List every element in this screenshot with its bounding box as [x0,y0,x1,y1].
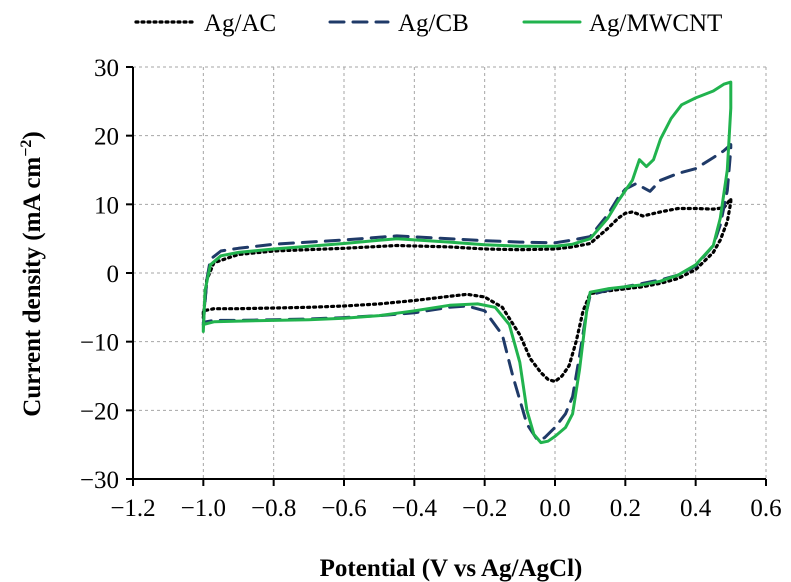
y-axis-title-end: ) [19,131,46,139]
legend-label-0: Ag/AC [204,10,276,37]
y-axis-title: Current density (mA cm−2) [18,131,46,416]
x-tick-label: 0.4 [680,495,712,522]
x-tick-label: 0.0 [539,495,570,522]
legend-label-1: Ag/CB [398,10,469,37]
x-tick-label: −1.2 [110,495,155,522]
y-tick-label: 0 [107,261,120,288]
y-tick-label: −30 [80,467,119,494]
y-tick-label: −10 [80,330,119,357]
y-tick-label: 10 [94,192,119,219]
x-axis-ticks: −1.2 −1.0 −0.8 −0.6 −0.4 −0.2 0.0 0.2 0.4 0.6 [110,479,782,522]
x-tick-label: 0.2 [610,495,641,522]
x-tick-label: −0.6 [321,495,366,522]
y-axis-title-main: Current density (mA cm [19,157,46,417]
y-tick-label: 30 [94,55,119,82]
axes [132,67,766,480]
series-layer [201,80,733,445]
y-tick-label: 20 [94,124,119,151]
legend: Ag/AC Ag/CB Ag/MWCNT [134,10,722,37]
x-axis-title: Potential (V vs Ag/AgCl) [320,555,583,582]
series-line-0 [201,197,733,384]
x-tick-label: −0.8 [251,495,296,522]
x-tick-label: −1.0 [181,495,226,522]
x-tick-label: −0.2 [462,495,507,522]
y-axis-title-superscript: −2 [18,140,35,157]
y-tick-label: −20 [80,398,119,425]
y-axis-ticks: −30 −20 −10 0 10 20 30 [80,55,133,494]
grid-lines [133,66,767,479]
series-line-1 [201,143,733,442]
x-tick-label: 0.6 [750,495,781,522]
x-tick-label: −0.4 [392,495,438,522]
series-line-2 [201,80,733,445]
legend-label-2: Ag/MWCNT [589,10,722,37]
